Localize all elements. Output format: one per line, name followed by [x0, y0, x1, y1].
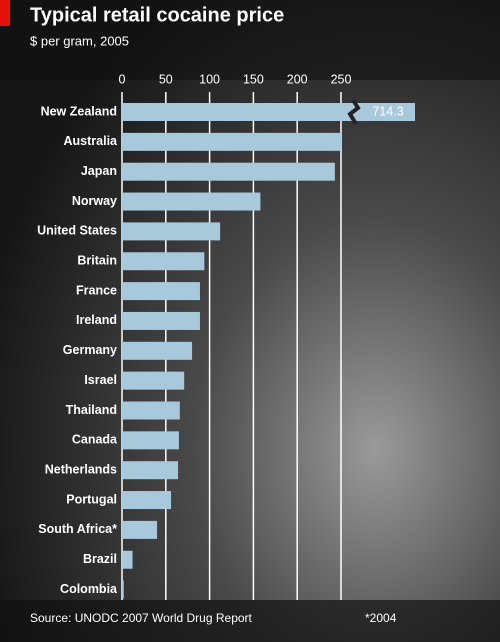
bar: [122, 341, 193, 360]
category-label: Norway: [72, 194, 117, 208]
category-label: Portugal: [66, 492, 117, 506]
category-label: France: [76, 283, 117, 297]
footnote: *2004: [365, 611, 397, 625]
x-tick-label: 100: [199, 72, 220, 86]
bar: [122, 520, 158, 539]
bar: [122, 461, 179, 480]
category-label: Israel: [84, 373, 117, 387]
category-label: Netherlands: [45, 462, 117, 476]
header-shade: [0, 0, 500, 80]
bar: [122, 132, 341, 151]
bar: [122, 550, 133, 569]
category-label: Britain: [77, 254, 117, 268]
category-label: United States: [37, 224, 117, 238]
footer-shade: [0, 600, 500, 642]
category-label: Thailand: [66, 403, 117, 417]
category-label: Japan: [81, 164, 117, 178]
axis-break: [347, 98, 361, 126]
category-label: Ireland: [76, 313, 117, 327]
bar: [122, 103, 415, 121]
bar: [122, 282, 200, 301]
bar: [122, 401, 180, 420]
red-tab: [0, 0, 10, 26]
category-label: Colombia: [60, 582, 118, 596]
bar: [122, 252, 205, 271]
x-tick-label: 200: [287, 72, 308, 86]
x-tick-label: 150: [243, 72, 264, 86]
bar: [122, 371, 185, 390]
value-label: 714.3: [372, 104, 403, 118]
x-tick-label: 250: [331, 72, 352, 86]
bar: [122, 580, 124, 599]
bar: [122, 311, 200, 330]
category-label: Brazil: [83, 552, 117, 566]
bar: [122, 222, 221, 241]
chart-title: Typical retail cocaine price: [30, 4, 284, 26]
category-label: Canada: [72, 433, 118, 447]
category-label: Germany: [63, 343, 117, 357]
bar: [122, 162, 335, 181]
category-label: New Zealand: [41, 104, 117, 118]
category-label: South Africa*: [38, 522, 117, 536]
bar: [122, 192, 261, 211]
x-tick-label: 50: [159, 72, 173, 86]
bar: [122, 431, 179, 450]
x-tick-label: 0: [119, 72, 126, 86]
category-label: Australia: [64, 134, 119, 148]
source: Source: UNODC 2007 World Drug Report: [30, 611, 253, 625]
chart-subtitle: $ per gram, 2005: [30, 33, 129, 48]
bar: [122, 491, 172, 510]
